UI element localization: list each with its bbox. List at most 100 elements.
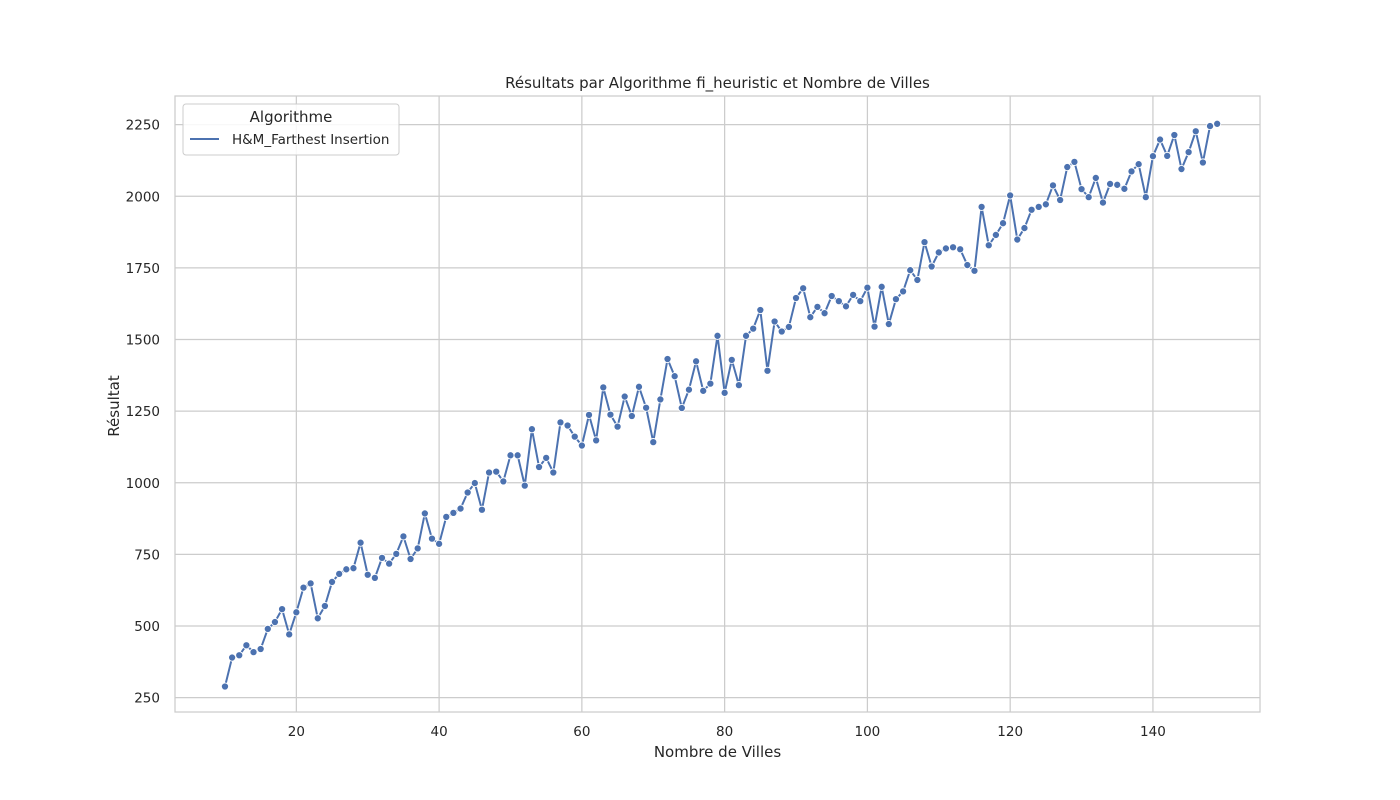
data-point (463, 488, 472, 497)
data-point (513, 451, 522, 460)
x-tick-label: 80 (716, 724, 733, 740)
data-point (941, 244, 950, 253)
data-point (427, 534, 437, 543)
data-point (442, 512, 451, 521)
data-point (370, 573, 379, 582)
x-tick-label: 100 (855, 724, 881, 740)
data-point (356, 538, 365, 547)
data-point (727, 355, 736, 364)
data-point (956, 245, 965, 254)
series-line (223, 122, 1218, 687)
data-point (913, 275, 922, 284)
legend-title: Algorithme (250, 108, 333, 126)
data-point (228, 653, 237, 662)
data-point (1184, 148, 1193, 157)
data-point (1020, 224, 1029, 233)
data-point (592, 436, 601, 445)
x-axis-label: Nombre de Villes (654, 743, 782, 761)
data-point (520, 481, 529, 490)
legend[interactable]: Algorithme H&M_Farthest Insertion (182, 103, 400, 156)
data-point (756, 305, 765, 315)
data-point (1134, 160, 1143, 169)
data-point (363, 570, 372, 579)
data-point (884, 320, 893, 329)
data-point (1198, 158, 1207, 167)
data-point (435, 539, 444, 548)
data-point (420, 509, 429, 518)
data-point (927, 262, 936, 271)
plot-frame (174, 95, 1261, 713)
data-point (813, 302, 822, 311)
data-point (699, 386, 708, 395)
data-point (549, 468, 558, 477)
data-point (299, 583, 308, 592)
data-point (1191, 127, 1200, 136)
data-point (1163, 151, 1172, 160)
data-point (1098, 198, 1108, 207)
data-point (870, 322, 879, 331)
data-point (535, 462, 544, 472)
y-tick-label: 1500 (126, 333, 160, 349)
x-tick-label: 40 (431, 724, 448, 740)
y-tick-label: 250 (134, 691, 160, 707)
chart-title: Résultats par Algorithme fi_heuristic et… (505, 74, 930, 93)
data-point (485, 468, 494, 477)
data-point (392, 549, 401, 558)
y-tick-label: 1750 (126, 261, 160, 277)
y-tick-label: 1250 (126, 404, 160, 420)
data-point (249, 648, 258, 657)
data-point (920, 238, 929, 247)
data-point (220, 682, 230, 691)
data-point (377, 553, 387, 562)
data-point (1156, 135, 1165, 144)
y-tick-label: 500 (134, 619, 160, 635)
data-point (899, 287, 908, 296)
data-point (584, 410, 594, 419)
data-point (349, 564, 358, 573)
data-point (684, 385, 694, 394)
data-point (470, 479, 479, 488)
data-point (270, 617, 279, 627)
data-point (677, 403, 686, 413)
data-point (278, 605, 287, 614)
data-point (649, 438, 658, 447)
data-point (306, 579, 315, 588)
x-tick-label: 20 (288, 724, 305, 740)
data-point (763, 366, 772, 375)
data-point (806, 313, 815, 322)
data-point (1127, 167, 1136, 176)
data-point (799, 284, 808, 293)
y-axis-label: Résultat (105, 375, 123, 437)
data-point (399, 532, 408, 541)
data-point (970, 266, 979, 275)
data-point (1006, 191, 1015, 200)
data-point (1048, 181, 1058, 190)
data-point (313, 614, 322, 623)
data-point (1056, 195, 1065, 205)
x-tick-label: 60 (573, 724, 590, 740)
data-point (934, 248, 943, 257)
data-point (734, 381, 743, 390)
data-point (563, 421, 572, 430)
data-point (820, 309, 829, 318)
data-point (542, 453, 551, 462)
data-point (841, 302, 851, 311)
data-point (777, 327, 786, 336)
data-point (720, 388, 729, 397)
data-point (706, 379, 715, 388)
data-point (492, 467, 501, 476)
data-point (477, 505, 486, 514)
data-point (1148, 152, 1157, 161)
data-point (849, 290, 858, 299)
data-point (327, 577, 337, 586)
data-point (449, 508, 458, 517)
data-point (413, 544, 422, 553)
data-point (242, 641, 251, 650)
data-point (506, 451, 515, 460)
data-point (634, 382, 644, 391)
data-point (1070, 157, 1079, 166)
data-point (599, 383, 608, 392)
data-point (1084, 193, 1093, 202)
data-point (998, 219, 1008, 228)
y-tick-label: 2000 (126, 189, 160, 205)
